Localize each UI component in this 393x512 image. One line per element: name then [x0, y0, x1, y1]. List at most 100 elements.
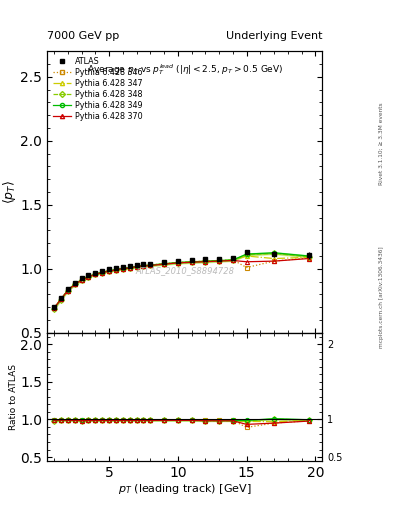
Pythia 6.428 348	[59, 296, 63, 303]
Line: Pythia 6.428 346: Pythia 6.428 346	[52, 256, 310, 310]
Pythia 6.428 347	[114, 267, 118, 273]
Pythia 6.428 370	[203, 259, 208, 265]
Text: ATLAS_2010_S8894728: ATLAS_2010_S8894728	[135, 266, 234, 275]
Pythia 6.428 348	[306, 253, 311, 260]
Pythia 6.428 349	[148, 262, 153, 268]
Pythia 6.428 370	[107, 268, 112, 274]
Pythia 6.428 370	[272, 258, 277, 264]
Pythia 6.428 348	[148, 262, 153, 268]
Text: Average $p_T$ vs $p_T^{lead}$ ($|\eta| < 2.5$, $p_T > 0.5$ GeV): Average $p_T$ vs $p_T^{lead}$ ($|\eta| <…	[86, 62, 283, 77]
Pythia 6.428 346	[134, 263, 139, 269]
Text: mcplots.cern.ch [arXiv:1306.3436]: mcplots.cern.ch [arXiv:1306.3436]	[379, 246, 384, 348]
Pythia 6.428 349	[114, 266, 118, 272]
Pythia 6.428 346	[306, 255, 311, 261]
Pythia 6.428 347	[59, 296, 63, 302]
Legend: ATLAS, Pythia 6.428 346, Pythia 6.428 347, Pythia 6.428 348, Pythia 6.428 349, P: ATLAS, Pythia 6.428 346, Pythia 6.428 34…	[51, 55, 144, 122]
Line: Pythia 6.428 347: Pythia 6.428 347	[52, 254, 310, 311]
Pythia 6.428 346	[162, 261, 167, 267]
Pythia 6.428 348	[203, 259, 208, 265]
Pythia 6.428 346	[114, 266, 118, 272]
Pythia 6.428 346	[127, 264, 132, 270]
Pythia 6.428 347	[52, 305, 57, 311]
Pythia 6.428 348	[176, 260, 180, 266]
Pythia 6.428 346	[86, 273, 91, 280]
Pythia 6.428 346	[100, 269, 105, 275]
Pythia 6.428 348	[272, 250, 277, 257]
Pythia 6.428 349	[176, 260, 180, 266]
Pythia 6.428 346	[121, 265, 125, 271]
Pythia 6.428 347	[93, 271, 98, 278]
Pythia 6.428 346	[65, 287, 70, 293]
Pythia 6.428 348	[86, 274, 91, 280]
Pythia 6.428 349	[121, 265, 125, 271]
Pythia 6.428 348	[121, 266, 125, 272]
Pythia 6.428 348	[100, 269, 105, 275]
Pythia 6.428 348	[127, 265, 132, 271]
Pythia 6.428 346	[52, 305, 57, 311]
X-axis label: $p_T$ (leading track) [GeV]: $p_T$ (leading track) [GeV]	[118, 482, 252, 497]
Pythia 6.428 347	[244, 253, 249, 259]
Pythia 6.428 347	[231, 257, 235, 263]
Pythia 6.428 348	[231, 257, 235, 263]
Pythia 6.428 348	[114, 267, 118, 273]
Pythia 6.428 348	[52, 306, 57, 312]
Pythia 6.428 349	[231, 257, 235, 263]
Pythia 6.428 346	[203, 258, 208, 264]
Pythia 6.428 370	[148, 262, 153, 268]
Pythia 6.428 347	[72, 281, 77, 287]
Pythia 6.428 349	[72, 281, 77, 287]
Pythia 6.428 370	[231, 258, 235, 264]
Pythia 6.428 347	[162, 261, 167, 267]
Pythia 6.428 349	[272, 250, 277, 256]
Pythia 6.428 370	[217, 258, 222, 264]
Pythia 6.428 348	[141, 263, 146, 269]
Pythia 6.428 370	[134, 264, 139, 270]
Pythia 6.428 348	[72, 282, 77, 288]
Pythia 6.428 348	[79, 278, 84, 284]
Pythia 6.428 347	[203, 258, 208, 264]
Pythia 6.428 348	[217, 258, 222, 264]
Pythia 6.428 348	[93, 271, 98, 278]
Pythia 6.428 349	[189, 259, 194, 265]
Pythia 6.428 349	[217, 258, 222, 264]
Pythia 6.428 348	[162, 261, 167, 267]
Pythia 6.428 346	[141, 263, 146, 269]
Pythia 6.428 370	[162, 261, 167, 267]
Pythia 6.428 370	[93, 271, 98, 278]
Pythia 6.428 349	[52, 305, 57, 311]
Pythia 6.428 346	[272, 258, 277, 264]
Pythia 6.428 346	[189, 259, 194, 265]
Pythia 6.428 349	[127, 265, 132, 271]
Pythia 6.428 349	[306, 253, 311, 259]
Line: Pythia 6.428 348: Pythia 6.428 348	[52, 251, 310, 311]
Pythia 6.428 349	[134, 263, 139, 269]
Pythia 6.428 346	[244, 264, 249, 270]
Pythia 6.428 348	[65, 288, 70, 294]
Pythia 6.428 370	[176, 260, 180, 266]
Pythia 6.428 347	[121, 265, 125, 271]
Pythia 6.428 346	[79, 276, 84, 283]
Pythia 6.428 370	[65, 288, 70, 294]
Pythia 6.428 370	[127, 265, 132, 271]
Pythia 6.428 347	[148, 262, 153, 268]
Pythia 6.428 370	[306, 255, 311, 262]
Pythia 6.428 370	[79, 278, 84, 284]
Pythia 6.428 370	[114, 267, 118, 273]
Pythia 6.428 349	[79, 277, 84, 283]
Pythia 6.428 347	[79, 277, 84, 283]
Pythia 6.428 346	[72, 281, 77, 287]
Pythia 6.428 346	[176, 259, 180, 265]
Pythia 6.428 370	[52, 305, 57, 311]
Pythia 6.428 370	[121, 266, 125, 272]
Pythia 6.428 347	[189, 259, 194, 265]
Pythia 6.428 347	[86, 273, 91, 280]
Pythia 6.428 370	[189, 259, 194, 265]
Pythia 6.428 347	[272, 255, 277, 262]
Pythia 6.428 347	[107, 268, 112, 274]
Pythia 6.428 347	[141, 263, 146, 269]
Pythia 6.428 349	[86, 273, 91, 280]
Y-axis label: $\langle p_T \rangle$: $\langle p_T \rangle$	[0, 180, 18, 204]
Pythia 6.428 347	[65, 287, 70, 293]
Pythia 6.428 370	[244, 259, 249, 265]
Pythia 6.428 347	[306, 254, 311, 260]
